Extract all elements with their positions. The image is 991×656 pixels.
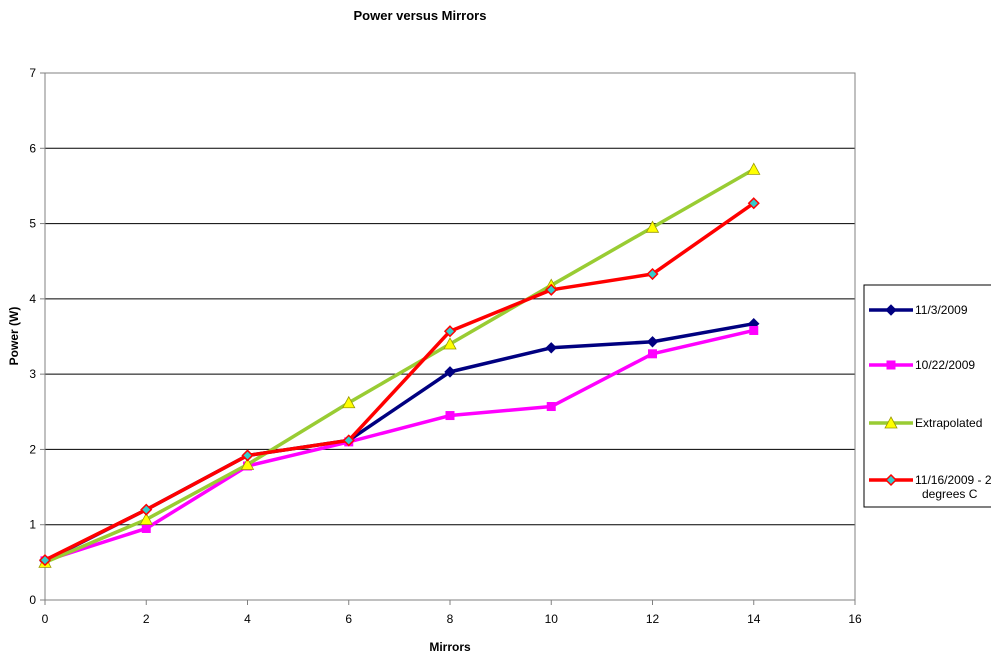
- y-tick-label: 1: [29, 518, 36, 532]
- legend-box: [863, 284, 991, 508]
- data-point: [546, 402, 556, 412]
- legend-label: Extrapolated: [915, 416, 982, 430]
- chart-title: Power versus Mirrors: [354, 8, 487, 23]
- legend-marker: [884, 473, 898, 487]
- x-tick-label: 10: [545, 612, 559, 626]
- legend-marker: [884, 416, 898, 429]
- y-tick-label: 7: [29, 66, 36, 80]
- legend: 11/3/2009 10/22/2009 Extrapolated 11/16/200…: [863, 284, 991, 508]
- x-tick-label: 12: [646, 612, 660, 626]
- data-point: [141, 523, 151, 533]
- series-4: [38, 197, 760, 567]
- x-tick-label: 8: [447, 612, 454, 626]
- y-tick-label: 2: [29, 442, 36, 456]
- data-point: [648, 349, 657, 359]
- x-axis-title: Mirrors: [429, 640, 471, 654]
- y-tick-label: 4: [29, 292, 36, 306]
- legend-marker: [886, 360, 896, 370]
- series-2: [40, 325, 759, 566]
- data-point: [443, 325, 457, 338]
- data-point: [38, 554, 52, 567]
- legend-marker: [885, 304, 897, 316]
- x-tick-label: 2: [143, 612, 150, 626]
- legend-label: 11/16/2009 - 24: [915, 473, 991, 487]
- data-point: [445, 411, 455, 421]
- data-point: [545, 283, 558, 296]
- y-tick-label: 0: [29, 593, 36, 607]
- data-point: [646, 336, 659, 348]
- legend-item-3: Extrapolated: [869, 416, 982, 430]
- data-point: [342, 395, 356, 409]
- series-line: [44, 167, 755, 564]
- x-tick-label: 14: [747, 612, 761, 626]
- data-point: [747, 162, 761, 175]
- legend-label: 10/22/2009: [915, 358, 975, 372]
- data-point: [645, 220, 660, 233]
- data-point: [545, 342, 557, 354]
- series-line: [44, 328, 755, 563]
- y-tick-label: 6: [29, 141, 36, 155]
- y-axis-title: Power (W): [7, 307, 21, 366]
- data-point: [646, 267, 659, 281]
- legend-label: degrees C: [922, 487, 978, 501]
- data-point: [342, 434, 355, 447]
- x-tick-label: 4: [244, 612, 251, 626]
- data-point: [444, 366, 456, 378]
- data-point: [241, 449, 254, 462]
- y-tick-label: 5: [29, 217, 36, 231]
- data-point: [747, 197, 760, 210]
- series-group: [38, 162, 761, 568]
- x-tick-label: 16: [848, 612, 862, 626]
- data-point: [140, 503, 153, 516]
- data-point: [139, 512, 153, 525]
- gridlines: [45, 72, 855, 526]
- legend-item-2: 10/22/2009: [869, 358, 975, 372]
- y-tick-label: 3: [29, 367, 36, 381]
- data-point: [443, 337, 457, 350]
- series-line: [44, 201, 755, 562]
- x-tick-label: 0: [42, 612, 49, 626]
- x-tick-label: 6: [345, 612, 352, 626]
- legend-item-1: 11/3/2009: [869, 303, 968, 317]
- data-point: [240, 457, 255, 470]
- data-point: [749, 325, 759, 335]
- legend-label: 11/3/2009: [915, 303, 968, 317]
